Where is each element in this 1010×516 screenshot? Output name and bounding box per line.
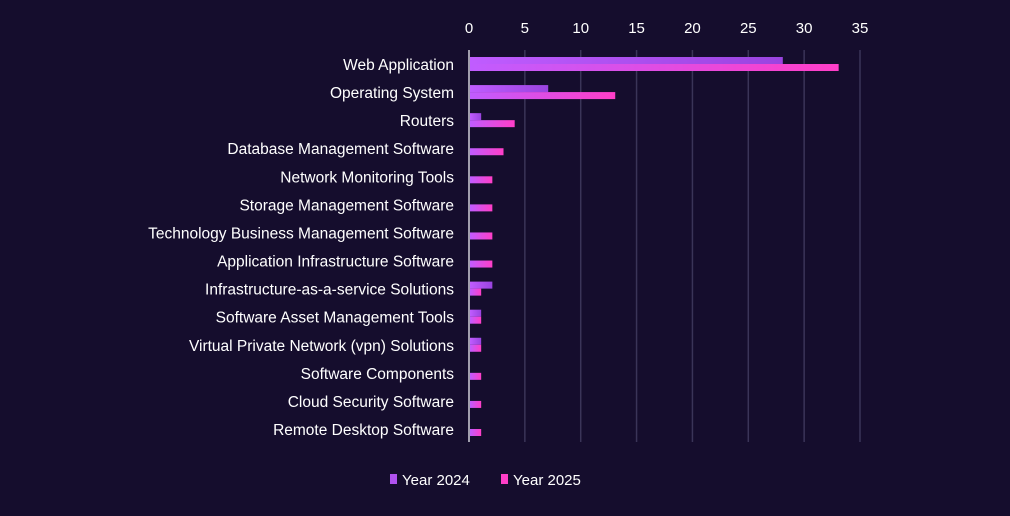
category-label: Application Infrastructure Software: [217, 254, 454, 271]
bar-2025: [470, 176, 493, 184]
category-label: Web Application: [343, 57, 454, 74]
category-label: Software Components: [301, 366, 455, 383]
category-label: Routers: [400, 113, 455, 130]
x-tick-label: 0: [465, 20, 473, 37]
bar-2025: [470, 316, 482, 324]
bar-2024: [470, 85, 549, 93]
category-label: Remote Desktop Software: [273, 422, 454, 439]
bar-2025: [470, 400, 482, 408]
x-tick-label: 20: [684, 20, 701, 37]
bar-2024: [470, 281, 493, 289]
category-label: Network Monitoring Tools: [280, 169, 454, 186]
category-label: Infrastructure-as-a-service Solutions: [205, 282, 454, 299]
category-label: Database Management Software: [227, 141, 454, 158]
bar-2025: [470, 344, 482, 352]
bar-2025: [470, 120, 515, 128]
legend-label: Year 2025: [513, 472, 581, 489]
bar-2024: [470, 113, 482, 121]
category-label: Virtual Private Network (vpn) Solutions: [189, 338, 454, 355]
x-tick-label: 25: [740, 20, 757, 37]
bar-2025: [470, 232, 493, 240]
category-label: Software Asset Management Tools: [216, 310, 455, 327]
bar-2025: [470, 204, 493, 212]
x-tick-label: 35: [852, 20, 869, 37]
category-label: Operating System: [330, 85, 454, 102]
bar-2025: [470, 372, 482, 380]
legend-swatch: [501, 474, 508, 484]
bar-2025: [470, 64, 839, 71]
x-tick-label: 30: [796, 20, 813, 37]
bar-2025: [470, 429, 482, 436]
bar-2024: [470, 57, 783, 64]
bar-2024: [470, 337, 482, 345]
x-tick-label: 15: [628, 20, 645, 37]
x-tick-label: 10: [572, 20, 589, 37]
category-label: Technology Business Management Software: [148, 225, 454, 242]
bar-2025: [470, 260, 493, 268]
bar-2025: [470, 288, 482, 296]
x-tick-label: 5: [521, 20, 529, 37]
bar-2024: [470, 309, 482, 317]
category-label: Cloud Security Software: [288, 394, 454, 411]
bar-2025: [470, 92, 616, 100]
bar-2025: [470, 148, 504, 156]
legend-label: Year 2024: [402, 472, 470, 489]
category-label: Storage Management Software: [239, 197, 454, 214]
legend-swatch: [390, 474, 397, 484]
